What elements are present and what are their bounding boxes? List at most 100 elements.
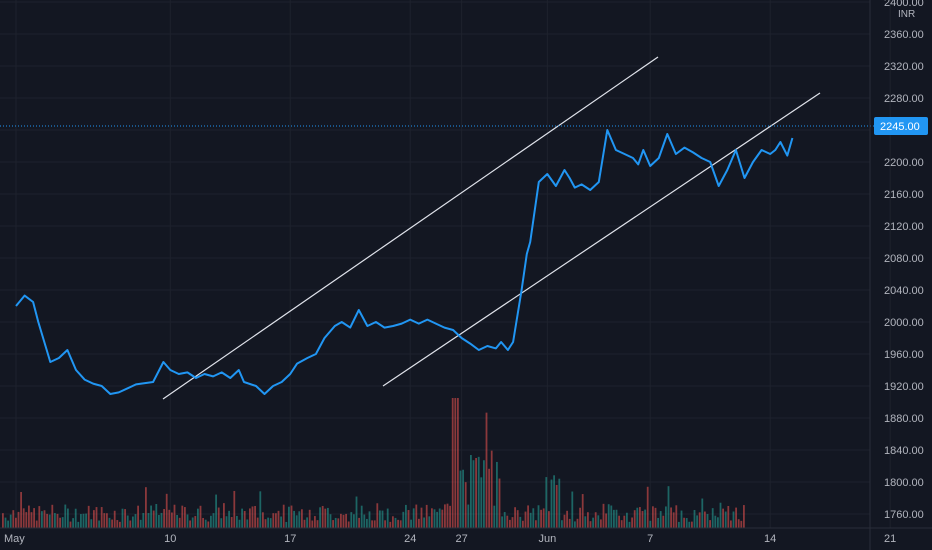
volume-bar bbox=[662, 515, 665, 528]
volume-bar bbox=[155, 503, 158, 528]
volume-bar bbox=[470, 455, 472, 528]
volume-bars bbox=[2, 398, 745, 528]
volume-bar bbox=[574, 521, 576, 528]
volume-bar bbox=[399, 520, 402, 528]
volume-bar bbox=[610, 505, 613, 528]
volume-bar bbox=[618, 515, 620, 528]
volume-bar bbox=[48, 514, 51, 528]
volume-bar bbox=[550, 479, 553, 528]
volume-bar bbox=[69, 521, 72, 528]
volume-bar bbox=[381, 510, 384, 528]
volume-bar bbox=[732, 511, 735, 528]
x-tick-label: 10 bbox=[164, 533, 176, 545]
trend-channel[interactable] bbox=[162, 56, 821, 400]
volume-bar bbox=[207, 521, 210, 528]
volume-bar bbox=[259, 491, 262, 528]
volume-bar bbox=[321, 505, 324, 528]
y-tick-label: 2120.00 bbox=[884, 221, 924, 233]
volume-bar bbox=[407, 510, 410, 528]
volume-bar bbox=[412, 508, 415, 528]
volume-bar bbox=[90, 519, 93, 528]
volume-bar bbox=[532, 508, 535, 528]
volume-bar bbox=[737, 519, 740, 528]
x-tick-label: 17 bbox=[284, 533, 296, 545]
volume-bar bbox=[61, 517, 64, 528]
volume-bar bbox=[467, 504, 470, 528]
volume-bar bbox=[199, 505, 202, 528]
volume-bar bbox=[119, 521, 121, 528]
volume-bar bbox=[67, 508, 69, 528]
volume-bar bbox=[711, 508, 714, 528]
volume-bar bbox=[228, 510, 230, 528]
channel-lower-line[interactable] bbox=[382, 92, 821, 387]
y-tick-label: 2200.00 bbox=[884, 157, 924, 169]
volume-bar bbox=[587, 512, 589, 528]
volume-bar bbox=[126, 515, 129, 528]
volume-bar bbox=[389, 521, 392, 528]
volume-bar bbox=[735, 507, 737, 528]
volume-bar bbox=[301, 509, 303, 528]
y-tick-label: 1920.00 bbox=[884, 381, 924, 393]
volume-bar bbox=[282, 504, 285, 528]
volume-bar bbox=[698, 512, 701, 528]
volume-bar bbox=[38, 506, 41, 528]
volume-bar bbox=[472, 460, 475, 528]
volume-bar bbox=[683, 517, 685, 528]
x-tick-label: May bbox=[4, 533, 25, 545]
volume-bar bbox=[706, 514, 709, 528]
volume-bar bbox=[384, 520, 386, 528]
volume-bar bbox=[256, 517, 259, 528]
y-tick-label: 2320.00 bbox=[884, 61, 924, 73]
channel-upper-line[interactable] bbox=[162, 56, 659, 400]
volume-bar bbox=[176, 514, 178, 528]
volume-bar bbox=[529, 512, 532, 528]
volume-bar bbox=[186, 514, 189, 528]
volume-bar bbox=[202, 517, 204, 528]
volume-bar bbox=[485, 412, 488, 528]
volume-bar bbox=[459, 470, 462, 528]
volume-bar bbox=[251, 506, 254, 528]
volume-bar bbox=[537, 505, 540, 528]
volume-bar bbox=[545, 477, 548, 528]
volume-bar bbox=[327, 507, 329, 528]
volume-bar bbox=[233, 490, 236, 528]
volume-bar bbox=[269, 518, 272, 528]
volume-bar bbox=[628, 521, 631, 528]
volume-bar bbox=[688, 521, 691, 528]
x-tick-label: 7 bbox=[647, 533, 653, 545]
volume-bar bbox=[480, 477, 483, 528]
volume-bar bbox=[254, 506, 256, 528]
volume-bar bbox=[441, 509, 444, 528]
volume-bar bbox=[503, 512, 506, 528]
volume-bar bbox=[22, 508, 25, 528]
volume-bar bbox=[74, 508, 77, 528]
volume-bar bbox=[124, 509, 126, 528]
volume-bar bbox=[431, 508, 433, 528]
volume-bar bbox=[275, 513, 277, 528]
volume-bar bbox=[691, 521, 693, 528]
volume-bar bbox=[329, 514, 332, 528]
volume-bar bbox=[561, 520, 563, 528]
volume-bar bbox=[87, 505, 90, 528]
volume-bar bbox=[657, 517, 659, 528]
volume-bar bbox=[15, 517, 17, 528]
volume-bar bbox=[264, 519, 267, 528]
volume-bar bbox=[340, 513, 342, 528]
y-tick-label: 2080.00 bbox=[884, 253, 924, 265]
volume-bar bbox=[9, 514, 12, 528]
volume-bar bbox=[168, 509, 171, 528]
volume-bar bbox=[594, 512, 597, 528]
volume-bar bbox=[220, 518, 223, 528]
volume-bar bbox=[633, 510, 636, 528]
volume-bar bbox=[106, 513, 108, 528]
volume-bar bbox=[2, 513, 4, 528]
x-tick-label: 21 bbox=[884, 533, 896, 545]
volume-bar bbox=[592, 517, 594, 528]
volume-bar bbox=[360, 505, 363, 528]
volume-bar bbox=[108, 517, 111, 528]
volume-bar bbox=[288, 506, 290, 528]
volume-bar bbox=[93, 510, 95, 528]
y-tick-label: 2400.00 bbox=[884, 0, 924, 9]
